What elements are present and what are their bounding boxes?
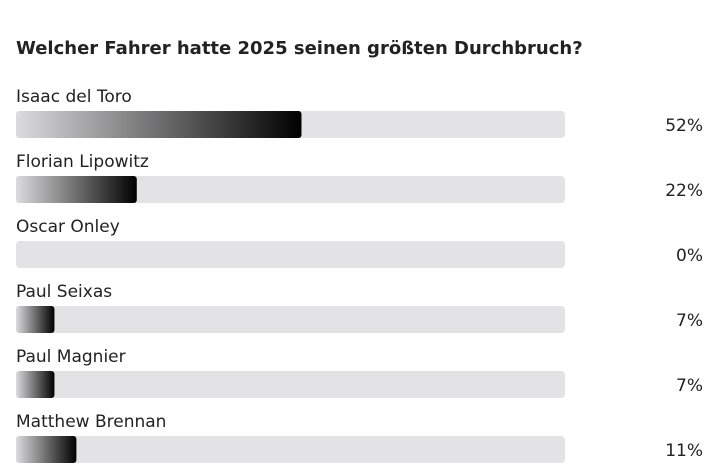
bar	[16, 306, 55, 333]
percent-label: 7%	[676, 376, 703, 396]
poll-title: Welcher Fahrer hatte 2025 seinen größten…	[16, 38, 583, 59]
percent-label: 22%	[665, 181, 703, 201]
percent-label: 7%	[676, 311, 703, 331]
bar-track	[16, 306, 565, 333]
percent-label: 52%	[665, 116, 703, 136]
percent-label: 11%	[665, 441, 703, 461]
option-label: Matthew Brennan	[16, 412, 166, 432]
bar	[16, 436, 77, 463]
bar	[16, 111, 302, 138]
percent-label: 0%	[676, 246, 703, 266]
option-label: Oscar Onley	[16, 217, 120, 237]
bar	[16, 176, 137, 203]
bar-track	[16, 371, 565, 398]
bar-track	[16, 436, 565, 463]
option-label: Isaac del Toro	[16, 87, 132, 107]
option-label: Paul Magnier	[16, 347, 126, 367]
bar	[16, 371, 55, 398]
bar-track	[16, 176, 565, 203]
option-label: Florian Lipowitz	[16, 152, 149, 172]
option-label: Paul Seixas	[16, 282, 112, 302]
bar-track	[16, 241, 565, 268]
